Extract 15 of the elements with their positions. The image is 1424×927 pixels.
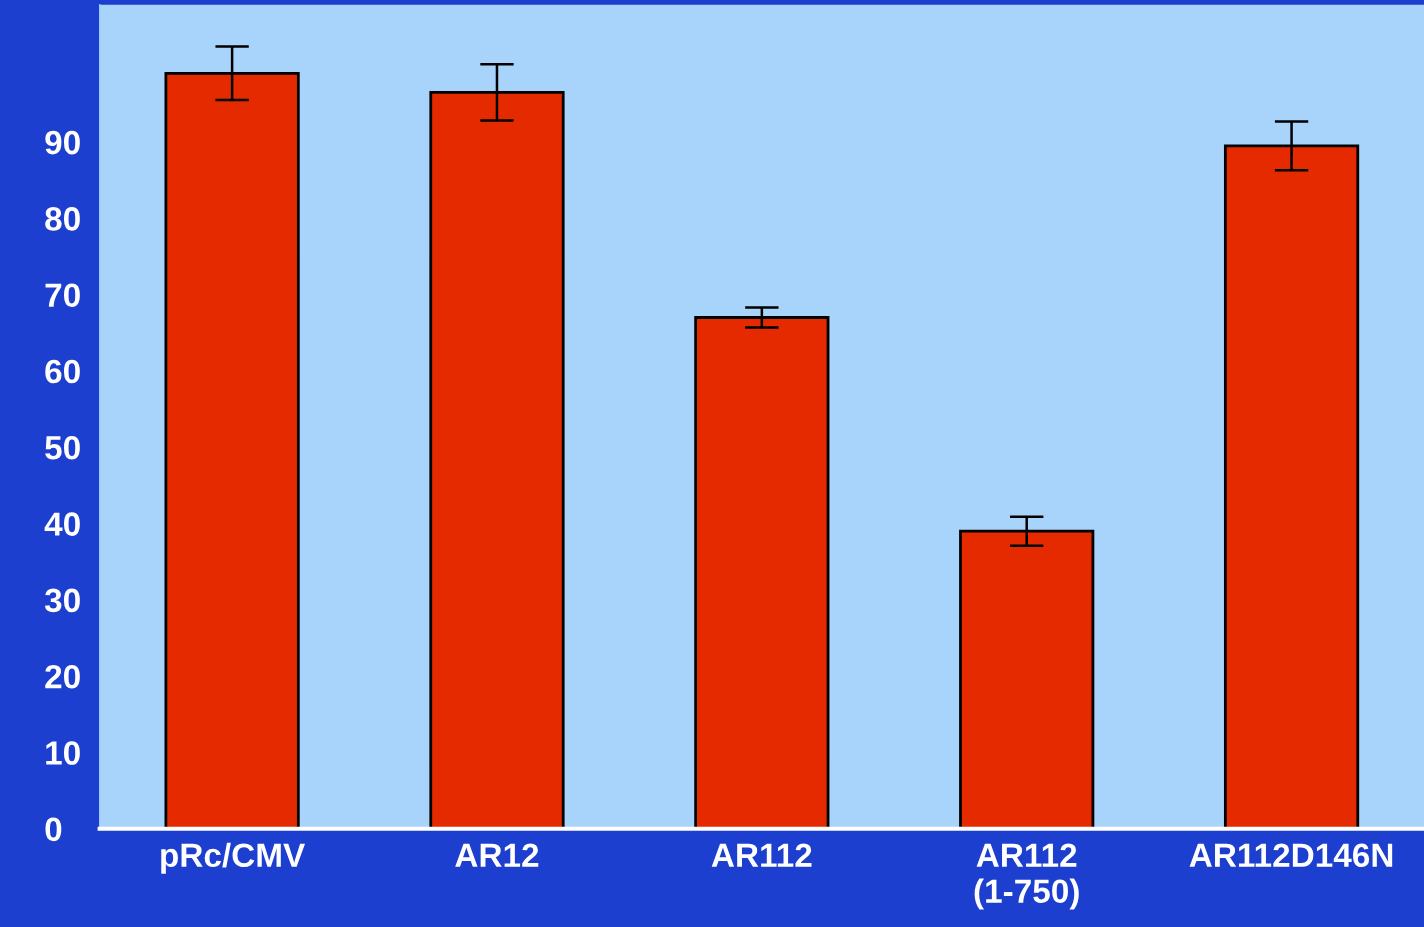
x-tick-label: pRc/CMV (161, 842, 306, 874)
y-tick-label: 90 (45, 130, 80, 155)
x-tick-label: AR112 (1-750) (974, 843, 1079, 910)
y-tick-label: 70 (45, 283, 80, 307)
y-tick-label: 20 (45, 664, 80, 689)
y-tick-label: 0 (45, 817, 62, 842)
x-tick-label: AR112 (711, 843, 812, 867)
x-tick-label: AR112D146N (1189, 843, 1393, 868)
y-tick-label: 80 (45, 207, 80, 231)
y-tick-label: 10 (46, 741, 80, 765)
x-tick-label: AR12 (455, 843, 539, 867)
y-tick-label: 50 (45, 436, 80, 460)
y-tick-label: 40 (44, 512, 80, 536)
y-tick-label: 30 (44, 588, 80, 613)
y-tick-label: 60 (45, 359, 80, 384)
